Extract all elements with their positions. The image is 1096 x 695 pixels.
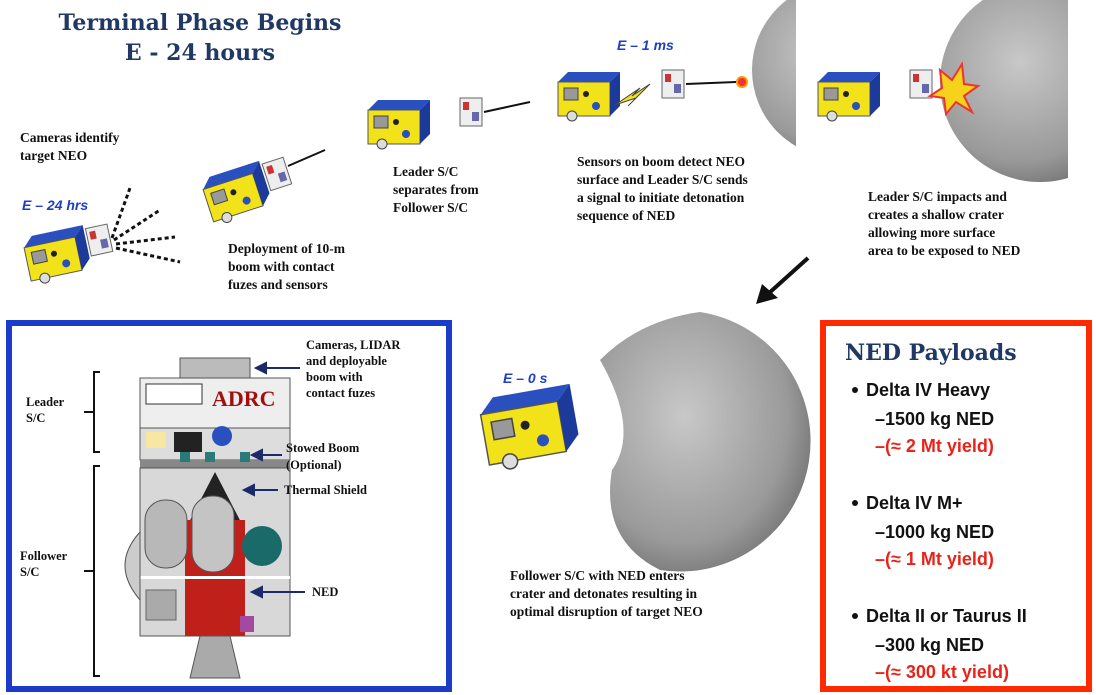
time-label: E – 1 ms [617,37,674,53]
config-label: boom with [306,370,363,384]
payload-mass: –300 kg NED [875,635,984,655]
config-label: S/C [20,565,39,579]
asteroid [600,0,1068,572]
pointer [241,361,305,599]
config-label: S/C [26,411,45,425]
arrow [756,256,810,304]
config-label: (Optional) [286,458,342,472]
title: Terminal Phase Begins [59,10,342,36]
payload-yield: –(≈ 2 Mt yield) [875,436,994,456]
config-label: Stowed Boom [286,441,360,455]
payload-vehicle: Delta IV Heavy [866,380,990,400]
title: E - 24 hours [125,40,275,66]
payload-yield: –(≈ 1 Mt yield) [875,549,994,569]
step-caption: Cameras identify [20,130,120,145]
config-label: Cameras, LIDAR [306,338,401,352]
config-label: Leader [26,395,65,409]
payload-box [820,320,1092,692]
bullet [852,387,858,393]
payload-mass: –1000 kg NED [875,522,994,542]
bullet [852,613,858,619]
step-caption: a signal to initiate detonation [577,190,745,205]
config-label: NED [312,585,338,599]
payload-yield: –(≈ 300 kt yield) [875,662,1009,682]
config-label: Thermal Shield [284,483,367,497]
step-caption: target NEO [20,148,87,163]
step-caption: crater and detonates resulting in [510,586,697,601]
step-caption: Sensors on boom detect NEO [577,154,745,169]
payload-mass: –1500 kg NED [875,409,994,429]
step-caption: allowing more surface [868,225,995,240]
step-caption: creates a shallow crater [868,207,1004,222]
step-caption: Deployment of 10-m [228,241,346,256]
step-caption: surface and Leader S/C sends [577,172,748,187]
bullet [852,500,858,506]
step-caption: fuzes and sensors [228,277,328,292]
step-caption: boom with contact [228,259,335,274]
step-caption: Leader S/C [393,164,458,179]
step-caption: Leader S/C impacts and [868,189,1007,204]
spacecraft [21,60,981,474]
step-caption: separates from [393,182,479,197]
time-label: E – 0 s [503,370,548,386]
payload-title: NED Payloads [845,340,1017,366]
step-caption: optimal disruption of target NEO [510,604,703,619]
step-caption: sequence of NED [577,208,675,223]
step-caption: Follower S/C with NED enters [510,568,685,583]
logo: ADRC [212,386,276,411]
config-label: contact fuzes [306,386,375,400]
config-label: and deployable [306,354,387,368]
step-caption: Follower S/C [393,200,468,215]
payload-vehicle: Delta II or Taurus II [866,606,1027,626]
bracket [84,371,100,677]
spacecraft-cutaway [124,357,291,679]
config-label: Follower [20,549,68,563]
time-label: E – 24 hrs [22,197,88,213]
payload-vehicle: Delta IV M+ [866,493,963,513]
step-caption: area to be exposed to NED [868,243,1021,258]
